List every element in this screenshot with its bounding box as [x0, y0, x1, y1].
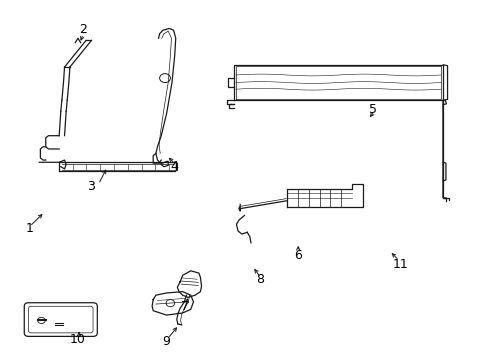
FancyBboxPatch shape [24, 303, 97, 336]
Text: 4: 4 [170, 160, 178, 173]
Text: 8: 8 [256, 273, 264, 286]
FancyBboxPatch shape [28, 306, 93, 333]
Text: 2: 2 [79, 23, 87, 36]
Text: 1: 1 [26, 222, 34, 235]
Text: 3: 3 [87, 180, 95, 193]
Text: 9: 9 [163, 335, 170, 348]
Text: 11: 11 [391, 258, 407, 271]
Text: 10: 10 [70, 333, 86, 346]
Text: 6: 6 [294, 249, 302, 262]
Text: 5: 5 [368, 103, 377, 116]
Text: 7: 7 [181, 300, 189, 313]
